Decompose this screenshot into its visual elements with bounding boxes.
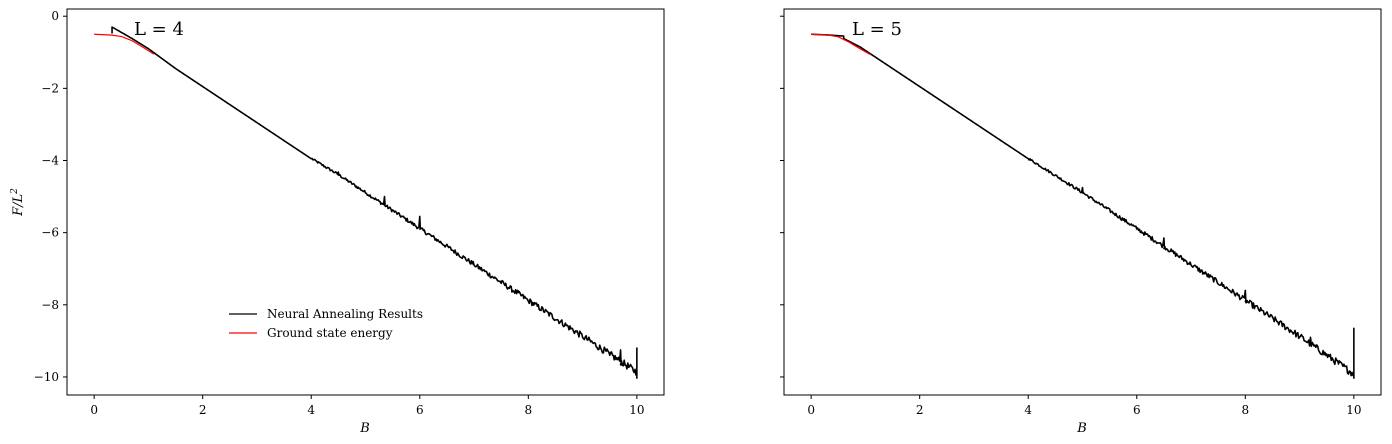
panel-l4: 0 2 4 6 8 100−2−4−6−8−10 L = 4 B F/L2 Neural … <box>10 8 665 436</box>
series-line-ground <box>811 33 872 56</box>
panel-l5: 0 2 4 6 8 10 L = 5 B <box>780 8 1382 436</box>
series-layer <box>811 33 1355 379</box>
x-tick-label: 10 <box>1346 403 1361 417</box>
y-tick-label: −8 <box>41 298 59 312</box>
panel-title: L = 4 <box>134 19 184 40</box>
x-tick-label: 10 <box>629 403 644 417</box>
y-axis-label-base: F/L <box>11 194 26 217</box>
x-tick-label: 2 <box>199 403 207 417</box>
series-layer <box>94 26 638 379</box>
x-tick-label: 6 <box>1133 403 1141 417</box>
x-tick-label: 0 <box>90 403 98 417</box>
y-tick-label: −4 <box>41 154 59 168</box>
y-tick-label: −6 <box>41 226 59 240</box>
series-line-neural <box>111 26 638 379</box>
legend: Neural Annealing Results Ground state en… <box>229 307 423 340</box>
x-tick-label: 8 <box>1241 403 1249 417</box>
ticks-layer: 0 2 4 6 8 10 <box>780 15 1362 417</box>
y-axis-label-sup: 2 <box>10 188 20 195</box>
plot-frame <box>783 8 1382 396</box>
x-axis-label: B <box>1076 421 1087 436</box>
y-tick-label: −2 <box>41 81 59 95</box>
x-tick-label: 0 <box>807 403 815 417</box>
legend-label-neural: Neural Annealing Results <box>267 307 423 321</box>
x-axis-label: B <box>359 421 370 436</box>
ticks-layer: 0 2 4 6 8 10 0 −2 −4 −6 −8 −10 <box>34 9 645 417</box>
series-line-neural <box>811 33 1355 379</box>
x-tick-label: 4 <box>1024 403 1032 417</box>
x-tick-label: 2 <box>916 403 924 417</box>
y-tick-label: 0 <box>51 9 59 23</box>
x-tick-label: 4 <box>307 403 315 417</box>
x-tick-label: 8 <box>524 403 532 417</box>
series-line-ground <box>94 33 155 55</box>
x-tick-label: 6 <box>416 403 424 417</box>
panel-title: L = 5 <box>852 19 902 40</box>
y-axis-label: F/L2 <box>10 188 26 217</box>
legend-label-ground: Ground state energy <box>267 326 393 340</box>
y-tick-label: −10 <box>34 370 59 384</box>
plot-frame <box>66 8 665 396</box>
